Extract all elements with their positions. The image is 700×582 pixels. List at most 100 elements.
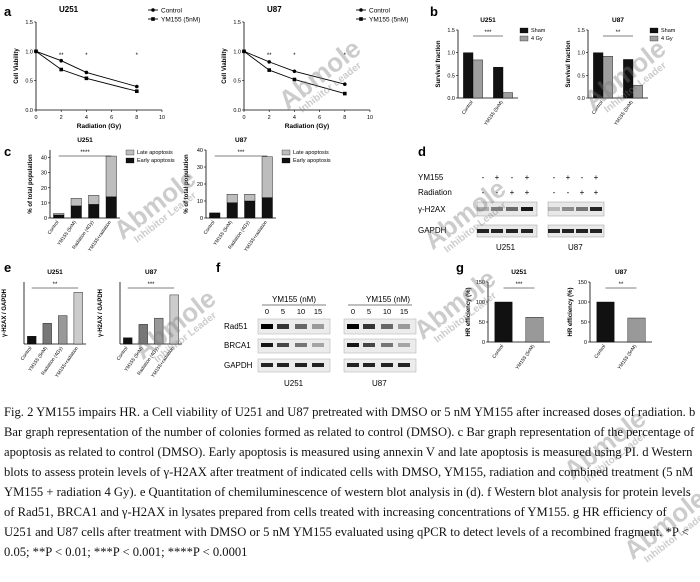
panel-a-1-ylabel: Cell Viability — [222, 48, 228, 84]
panel-g-chart-1-ytick: 50 — [581, 320, 587, 326]
panel-g-chart-1: U87 0 50 100 150 HR efficiency (%) Control YM15… — [568, 269, 652, 371]
panel-a-sig: * — [85, 53, 88, 59]
d-sign-ym155: + — [525, 173, 530, 182]
panel-a-xtick: 2 — [268, 115, 271, 121]
panel-g-chart-1-ylabel: HR efficiency (%) — [568, 287, 574, 336]
panel-a-sig: * — [344, 53, 347, 59]
d-sign-radiation: - — [553, 188, 556, 197]
panel-e-chart-1-sig: *** — [147, 282, 155, 288]
panel-g-chart-0-xtick: YM155 (5nM) — [515, 343, 537, 371]
panel-a-xtick: 0 — [242, 115, 245, 121]
panel-a-title: U87 — [267, 5, 282, 14]
d-row-label-ym155: YM155 — [418, 173, 444, 182]
panel-c-chart-1-ytick: 30 — [197, 165, 203, 171]
panel-b-chart-0-ytick: 1.0 — [447, 51, 455, 57]
panel-c-chart-1-bar — [226, 202, 238, 219]
panel-c-chart-0-ytick: 20 — [41, 186, 47, 192]
panel-e-chart-0-bar — [58, 315, 68, 345]
panel-b-chart-1-bar — [602, 56, 613, 99]
panel-a-series-1 — [35, 50, 137, 92]
panel-c-chart-0-legend: Early apoptosis — [137, 158, 175, 164]
panel-c-chart-0-bar — [70, 198, 82, 207]
f-band-gapdh — [347, 363, 359, 367]
panel-letter-f: f — [216, 260, 221, 275]
panel-c-chart-0-ytick: 40 — [41, 156, 47, 162]
panel-b-chart-0-ytick: 0.5 — [447, 73, 455, 79]
panel-c-chart-0-ytick: 30 — [41, 171, 47, 177]
panel-b-chart-0-ylabel: Survival fraction — [436, 40, 442, 87]
f-row-brca1: BRCA1 — [224, 341, 251, 350]
panel-a-point — [84, 70, 89, 75]
panel-g-chart-1-title: U87 — [615, 269, 627, 276]
panel-b-chart-1-ylabel: Survival fraction — [566, 40, 572, 87]
panel-g-chart-0: U251 0 50 100 150 HR efficiency (%) Control YM1… — [466, 269, 550, 371]
panel-c-chart-0-legend: Late apoptosis — [137, 150, 173, 156]
d-band-gapdh — [590, 229, 602, 233]
panel-g-chart-1-bar — [627, 317, 646, 343]
d-band-gapdh — [477, 229, 489, 233]
d-band-h2ax — [521, 207, 533, 211]
panel-c-chart-0-bar — [53, 214, 65, 219]
panel-c-chart-1-ytick: 20 — [197, 182, 203, 188]
d-sign-radiation: + — [580, 188, 585, 197]
panel-b-chart-1-bar — [632, 85, 643, 99]
f-band-brca1 — [347, 343, 359, 347]
panel-letter-g: g — [456, 260, 464, 275]
panel-a-1-ytick: 1.0 — [233, 49, 241, 55]
f-band-brca1 — [312, 343, 324, 347]
panel-a-xtick: 10 — [367, 115, 373, 121]
f-band-brca1 — [261, 343, 273, 347]
panel-c-chart-1-bar — [244, 200, 256, 219]
d-band-h2ax — [576, 207, 588, 211]
panel-c-chart-0-bar — [53, 213, 65, 216]
d-band-h2ax — [506, 207, 518, 211]
panel-c-chart-1-bar — [226, 193, 238, 203]
panel-c-chart-1-bar — [209, 212, 221, 219]
panel-c-chart-1-bar — [261, 156, 273, 198]
panel-a-1-ytick: 0.0 — [233, 108, 241, 114]
panel-a-chart-0: U251 0.0 0.5 1.0 1.5 Cell Viability 0 2 4 6 8 10 Rad… — [14, 5, 200, 130]
f-band-gapdh — [381, 363, 393, 367]
panel-b-chart-0: U251 0.0 0.5 1.0 1.5 Survival fraction Control… — [436, 17, 546, 127]
f-band-brca1 — [398, 343, 410, 347]
f-band-gapdh — [295, 363, 307, 367]
panel-a-xtick: 2 — [60, 115, 63, 121]
panel-c-chart-0-bar — [105, 196, 117, 219]
panel-c-chart-0-ytick: 0 — [44, 216, 47, 222]
panel-a-xtick: 0 — [34, 115, 37, 121]
panel-c-chart-1-ytick: 0 — [200, 216, 203, 222]
panel-c-chart-1: U87 0 10 20 30 40 % of total population Control… — [184, 137, 331, 253]
panel-e-chart-0-bar — [73, 292, 83, 345]
panel-a-series-1 — [243, 50, 345, 95]
panel-c-chart-0: U251 0 10 20 30 40 % of total population Contro… — [28, 137, 175, 253]
d-row-label-gapdh: GAPDH — [418, 226, 447, 235]
panel-b-chart-0-xtick: Control — [461, 100, 475, 116]
f-band-gapdh — [277, 363, 289, 367]
f-band-rad51 — [277, 324, 289, 329]
panel-a-point — [135, 84, 139, 89]
panel-letter-c: c — [4, 144, 11, 159]
panel-b-chart-0-xtick: YM155 (5nM) — [483, 99, 505, 127]
panel-a-point — [242, 49, 246, 54]
panel-a-sig: ** — [59, 53, 64, 59]
panel-b-chart-0-bar — [472, 59, 483, 99]
panel-a-xtick: 10 — [159, 115, 165, 121]
panel-b-chart-1-bar — [593, 52, 604, 99]
d-sign-radiation: + — [525, 188, 530, 197]
panel-b-chart-1-ytick: 0.0 — [577, 96, 585, 102]
d-cell-u87: U87 — [568, 243, 583, 252]
panel-c-chart-0-sig: **** — [80, 150, 90, 156]
panel-a-xlabel: Radiation (Gy) — [77, 123, 121, 130]
panel-g-chart-0-ylabel: HR efficiency (%) — [466, 287, 472, 336]
panel-b-chart-0-bar — [463, 52, 474, 99]
d-sign-ym155: - — [553, 173, 556, 182]
panel-a-0-ylabel: Cell Viability — [14, 48, 20, 84]
panel-b-chart-0-title: U251 — [480, 17, 496, 24]
f-band-rad51 — [312, 324, 324, 329]
f-band-rad51 — [363, 324, 375, 329]
panel-e-chart-1-title: U87 — [145, 269, 157, 276]
panel-a-chart-1: U87 0.0 0.5 1.0 1.5 Cell Viability 0 2 4 6 8 10 Radi… — [222, 5, 408, 130]
panel-a-xtick: 4 — [85, 115, 88, 121]
panel-a-xtick: 8 — [343, 115, 346, 121]
